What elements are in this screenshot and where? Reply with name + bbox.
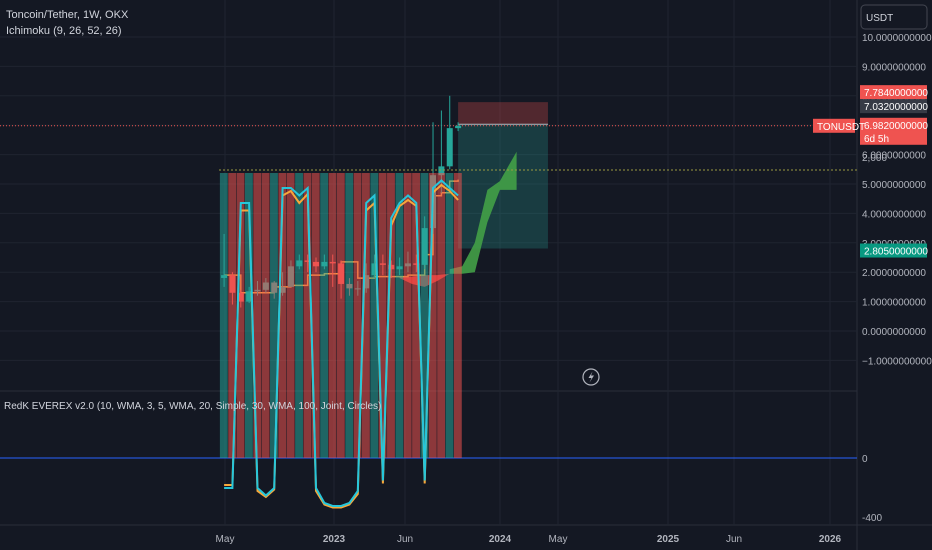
- osc-bar: [437, 173, 446, 458]
- target-price-tag: 7.7840000000: [864, 88, 928, 99]
- osc-bar: [445, 173, 454, 458]
- osc-bar: [370, 173, 379, 458]
- osc-bar: [219, 173, 228, 458]
- oscillator-axis: 2,000 0 -400: [862, 153, 887, 524]
- symbol-price-tag: TONUSDT: [817, 122, 865, 133]
- time-tick-label: Jun: [397, 534, 413, 545]
- price-tick-label: 1.0000000000: [862, 298, 926, 309]
- countdown-tag: 6d 5h: [864, 134, 889, 145]
- osc-fast-line: [224, 179, 459, 507]
- osc-bar: [236, 173, 245, 458]
- osc-bar: [244, 173, 253, 458]
- osc-tick-label: 2,000: [862, 153, 887, 164]
- osc-bar: [412, 173, 420, 458]
- osc-bar: [387, 173, 395, 458]
- price-tick-label: 4.0000000000: [862, 209, 926, 220]
- current-price-tag-bg: [860, 117, 927, 132]
- time-tick-label: Jun: [726, 534, 742, 545]
- position-loss-zone: [458, 102, 548, 125]
- osc-bar: [336, 173, 345, 458]
- price-tick-label: 0.0000000000: [862, 327, 926, 338]
- osc-bar: [253, 173, 262, 458]
- stop-price-tag: 2.8050000000: [864, 247, 928, 258]
- price-tags: 7.7840000000 7.0320000000 6.9820000000 6d 5…: [813, 85, 928, 258]
- time-tick-label: May: [216, 534, 235, 545]
- price-tick-label: 9.0000000000: [862, 62, 926, 73]
- osc-bar: [378, 173, 387, 458]
- price-tick-label: 2.0000000000: [862, 268, 926, 279]
- symbol-price-tag-bg: [813, 118, 855, 133]
- price-tick-label: 10.0000000000: [862, 33, 932, 44]
- osc-tick-label: 0: [862, 454, 868, 465]
- osc-bar: [353, 173, 362, 458]
- current-price-tag: 6.9820000000: [864, 121, 928, 132]
- osc-bar: [311, 173, 320, 458]
- time-tick-label: 2023: [323, 534, 346, 545]
- stop-price-tag-bg: [860, 243, 927, 258]
- osc-bar: [228, 173, 237, 458]
- candle-body: [438, 166, 445, 176]
- osc-bar: [303, 173, 312, 458]
- time-tick-label: 2025: [657, 534, 680, 545]
- target-price-tag-bg: [860, 85, 927, 100]
- currency-button[interactable]: [860, 4, 928, 30]
- time-axis: May 2023 Jun 2024 May 2025 Jun 2026: [216, 534, 842, 545]
- osc-bar: [403, 173, 412, 458]
- osc-bar: [278, 173, 287, 458]
- cloud-bull-area: [449, 151, 517, 274]
- lightning-bolt-glyph: [588, 371, 594, 383]
- osc-bar: [270, 173, 278, 458]
- osc-bar: [328, 173, 337, 458]
- osc-tick-label: -400: [862, 513, 882, 524]
- time-tick-label: May: [549, 534, 568, 545]
- price-tick-label: −1.0000000000: [862, 356, 932, 367]
- price-tick-label: 5.0000000000: [862, 180, 926, 191]
- oscillator-title[interactable]: RedK EVEREX v2.0 (10, WMA, 3, 5, WMA, 20…: [4, 401, 381, 412]
- osc-bar: [361, 173, 370, 458]
- price-tick-label: 6.0000000000: [862, 151, 926, 162]
- osc-bar: [286, 173, 295, 458]
- osc-bar: [261, 173, 270, 458]
- countdown-tag-bg: [860, 130, 927, 145]
- osc-bar: [420, 173, 429, 458]
- candle-body: [446, 128, 453, 167]
- time-tick-label: 2024: [489, 534, 512, 545]
- currency-button-label: USDT: [866, 13, 893, 24]
- osc-bar: [295, 173, 303, 458]
- osc-bar: [428, 173, 437, 458]
- osc-bar: [345, 173, 354, 458]
- oscillator-pane: [0, 169, 857, 509]
- indicator-title[interactable]: Ichimoku (9, 26, 52, 26): [6, 25, 122, 37]
- osc-bar: [395, 173, 404, 458]
- symbol-title[interactable]: Toncoin/Tether, 1W, OKX: [6, 9, 129, 21]
- time-tick-label: 2026: [819, 534, 842, 545]
- osc-bar: [320, 173, 329, 458]
- entry-price-tag-bg: [860, 99, 927, 114]
- osc-bar: [453, 173, 462, 458]
- candle-body: [455, 125, 462, 129]
- lightning-bolt-icon[interactable]: [582, 368, 600, 386]
- entry-price-tag: 7.0320000000: [864, 102, 928, 113]
